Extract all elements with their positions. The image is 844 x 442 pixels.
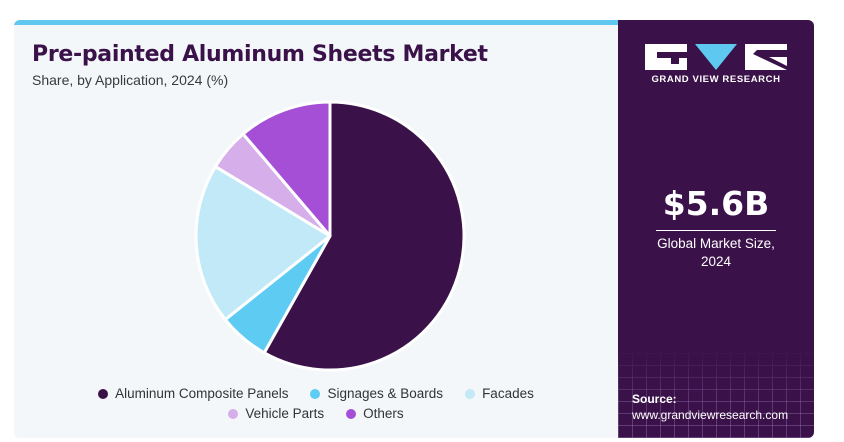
info-sidebar: GRAND VIEW RESEARCH $5.6B Global Market …	[618, 20, 814, 438]
chart-subtitle: Share, by Application, 2024 (%)	[32, 72, 229, 88]
brand-logo-icon	[645, 44, 787, 70]
legend-swatch	[98, 388, 109, 399]
legend-swatch	[228, 408, 239, 419]
legend-label: Signages & Boards	[327, 386, 444, 401]
legend-item: Aluminum Composite Panels	[98, 386, 288, 401]
legend-label: Facades	[482, 386, 534, 401]
market-size-label: Global Market Size, 2024	[618, 235, 814, 271]
pie-chart	[194, 100, 466, 372]
pie-slice-facades	[194, 165, 332, 322]
legend-row-1: Aluminum Composite Panels Signages & Boa…	[14, 386, 618, 401]
legend-swatch	[465, 388, 476, 399]
brand-name: GRAND VIEW RESEARCH	[651, 74, 781, 85]
chart-title: Pre-painted Aluminum Sheets Market	[32, 42, 488, 67]
grid-decoration	[618, 348, 814, 438]
market-size-label-line1: Global Market Size,	[657, 236, 775, 251]
source-label: Source:	[632, 392, 677, 406]
chart-card: Pre-painted Aluminum Sheets Market Share…	[14, 20, 814, 438]
legend-row-2: Vehicle Parts Others	[14, 406, 618, 421]
market-size-value: $5.6B	[662, 184, 770, 223]
legend-item: Facades	[465, 386, 534, 401]
accent-bar	[14, 20, 618, 25]
divider	[656, 230, 776, 231]
legend-swatch	[310, 388, 321, 399]
pie-slice-others	[241, 100, 332, 238]
pie-slice-aluminum-composite-panels	[262, 100, 466, 372]
legend-label: Others	[363, 406, 404, 421]
legend-item: Signages & Boards	[310, 386, 443, 401]
legend-label: Aluminum Composite Panels	[115, 386, 289, 401]
legend-label: Vehicle Parts	[245, 406, 325, 421]
legend-item: Others	[346, 406, 404, 421]
source-link[interactable]: www.grandviewresearch.com	[632, 408, 789, 422]
market-size-label-line2: 2024	[700, 254, 732, 269]
chart-panel: Pre-painted Aluminum Sheets Market Share…	[14, 20, 618, 438]
legend-swatch	[346, 408, 357, 419]
legend-item: Vehicle Parts	[228, 406, 324, 421]
